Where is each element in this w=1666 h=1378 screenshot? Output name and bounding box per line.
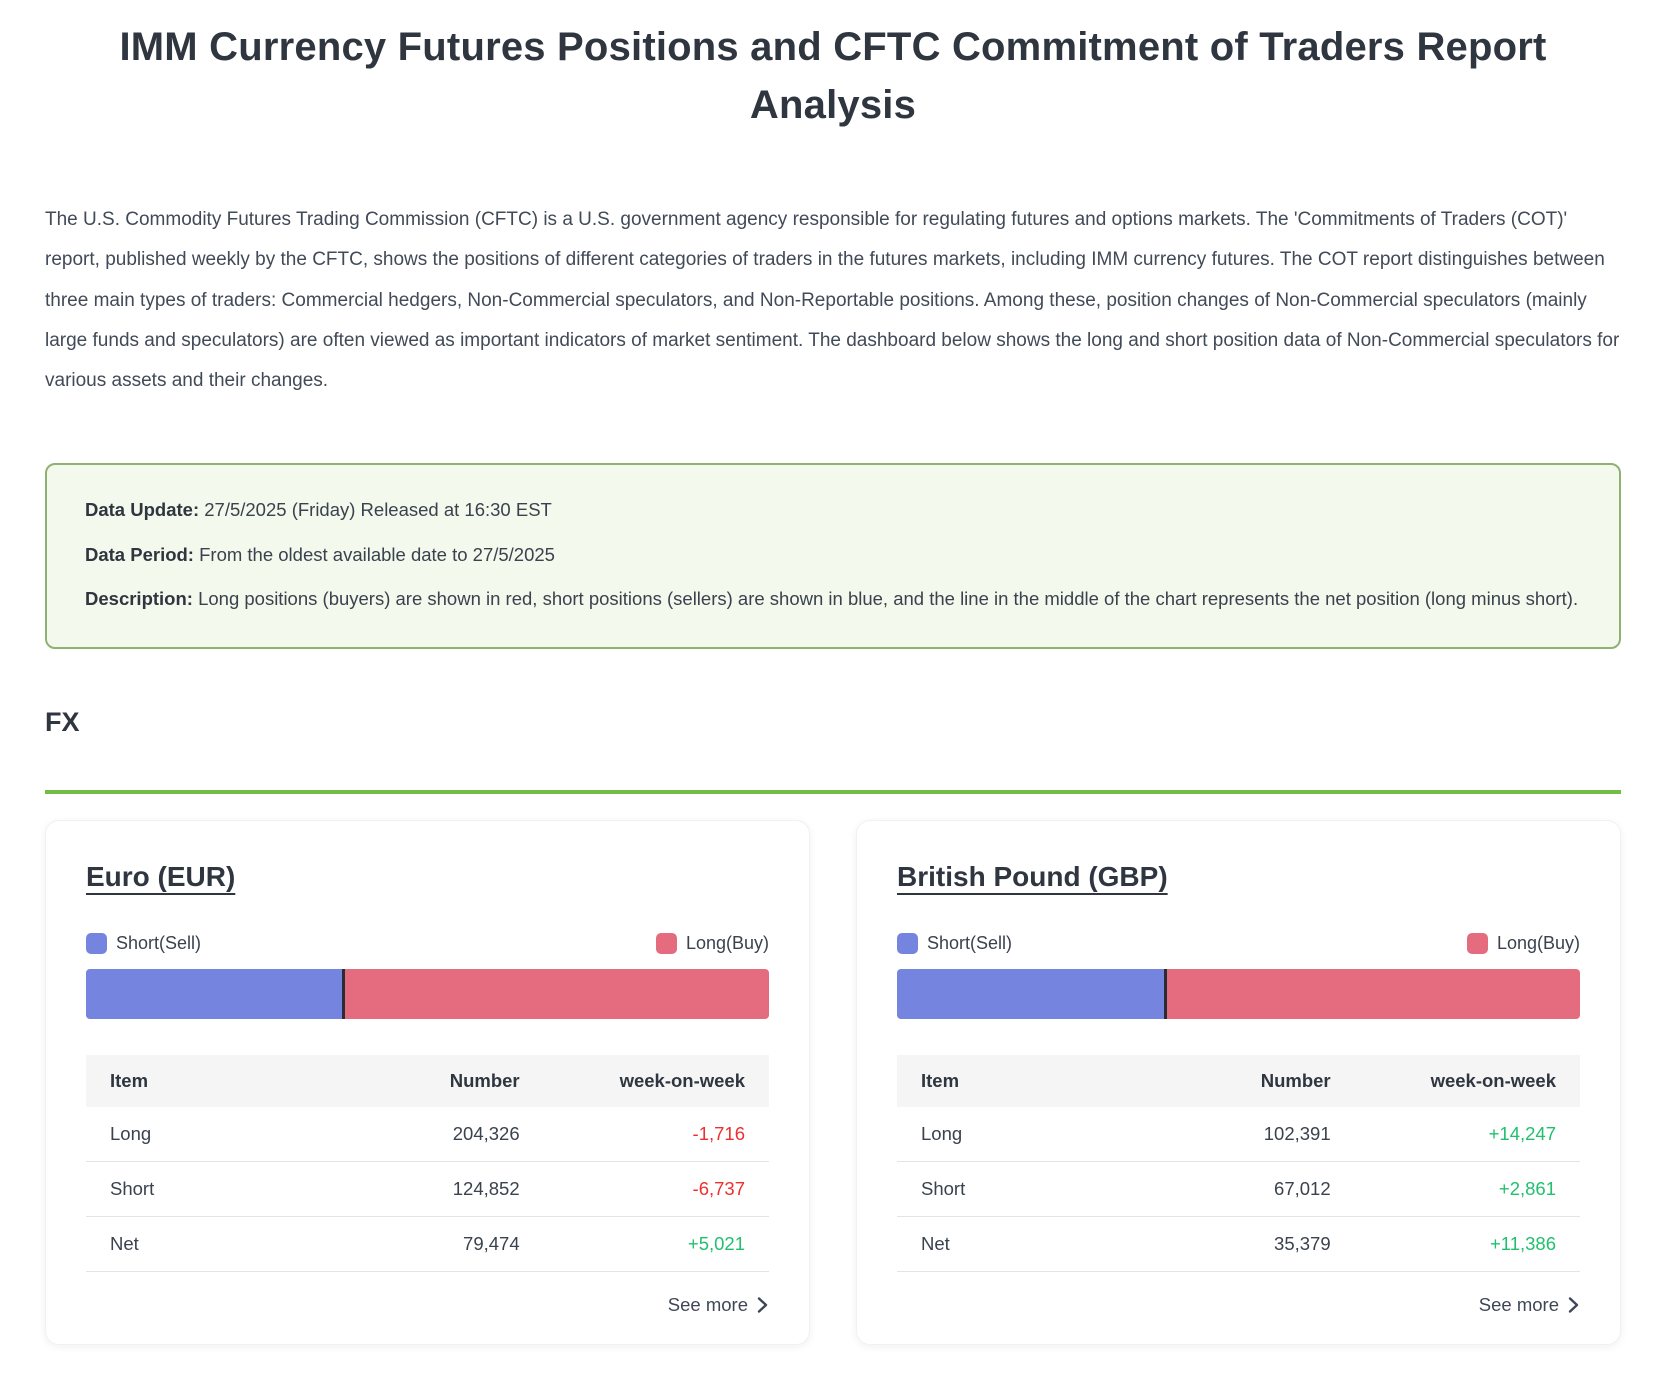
legend-short: Short(Sell)	[897, 932, 1013, 954]
long-swatch-icon	[655, 932, 677, 954]
header-item: Item	[897, 1054, 1130, 1107]
data-update-row: Data Update: 27/5/2025 (Friday) Released…	[85, 495, 1581, 526]
long-bar-segment	[345, 968, 769, 1019]
data-update-value: 27/5/2025 (Friday) Released at 16:30 EST	[204, 499, 552, 521]
data-period-row: Data Period: From the oldest available d…	[85, 540, 1581, 571]
card-title-eur[interactable]: Euro (EUR)	[86, 860, 236, 892]
wow-value: +5,021	[543, 1216, 769, 1272]
data-update-label: Data Update:	[85, 499, 200, 521]
legend-short-label: Short(Sell)	[927, 932, 1013, 953]
long-short-ratio-bar	[897, 968, 1580, 1019]
legend-long: Long(Buy)	[655, 932, 769, 954]
card-gbp: British Pound (GBP) Short(Sell) Long(Buy…	[856, 819, 1621, 1345]
wow-value: -6,737	[543, 1161, 769, 1217]
wow-value: +2,861	[1354, 1161, 1580, 1217]
description-label: Description:	[85, 588, 193, 610]
table-row: Short 124,852 -6,737	[86, 1161, 769, 1217]
description-value: Long positions (buyers) are shown in red…	[198, 588, 1579, 610]
short-swatch-icon	[86, 932, 107, 954]
row-number: 124,852	[318, 1161, 544, 1217]
legend-long-label: Long(Buy)	[1496, 932, 1580, 953]
card-footer: See more	[897, 1294, 1580, 1316]
see-more-label: See more	[667, 1293, 748, 1315]
wow-value: +14,247	[1354, 1106, 1580, 1162]
legend: Short(Sell) Long(Buy)	[86, 932, 769, 954]
row-number: 204,326	[318, 1106, 544, 1162]
table-header-row: Item Number week-on-week	[897, 1054, 1580, 1107]
table-row: Short 67,012 +2,861	[897, 1161, 1580, 1217]
see-more-link[interactable]: See more	[1479, 1294, 1580, 1316]
header-item: Item	[86, 1054, 319, 1107]
long-bar-segment	[1167, 968, 1580, 1019]
row-number: 67,012	[1129, 1161, 1355, 1217]
chevron-right-icon	[756, 1296, 769, 1314]
row-item: Net	[897, 1216, 1130, 1272]
short-bar-segment	[86, 968, 346, 1019]
data-period-label: Data Period:	[85, 543, 194, 565]
intro-paragraph: The U.S. Commodity Futures Trading Commi…	[45, 209, 1620, 392]
card-title-gbp[interactable]: British Pound (GBP)	[897, 860, 1168, 892]
see-more-label: See more	[1478, 1293, 1559, 1315]
positions-table: Item Number week-on-week Long 102,391 +1…	[897, 1054, 1580, 1272]
data-period-value: From the oldest available date to 27/5/2…	[199, 543, 555, 565]
legend: Short(Sell) Long(Buy)	[897, 932, 1580, 954]
wow-value: +11,386	[1354, 1216, 1580, 1272]
row-item: Short	[897, 1161, 1130, 1217]
table-row: Net 79,474 +5,021	[86, 1216, 769, 1272]
description-row: Description: Long positions (buyers) are…	[85, 584, 1581, 615]
card-footer: See more	[86, 1294, 769, 1316]
long-swatch-icon	[1466, 932, 1488, 954]
table-row: Net 35,379 +11,386	[897, 1216, 1580, 1272]
data-update-info-box: Data Update: 27/5/2025 (Friday) Released…	[45, 463, 1621, 649]
legend-short: Short(Sell)	[86, 932, 202, 954]
fx-section-header: FX	[45, 707, 1621, 794]
card-eur: Euro (EUR) Short(Sell) Long(Buy) Item Nu…	[45, 819, 810, 1345]
chevron-right-icon	[1567, 1296, 1580, 1314]
legend-long: Long(Buy)	[1466, 932, 1580, 954]
fx-section-title: FX	[45, 706, 80, 737]
short-bar-segment	[897, 968, 1168, 1019]
long-short-ratio-bar	[86, 968, 769, 1019]
see-more-link[interactable]: See more	[668, 1294, 769, 1316]
table-row: Long 102,391 +14,247	[897, 1106, 1580, 1162]
header-number: Number	[318, 1054, 544, 1107]
row-item: Short	[86, 1161, 319, 1217]
card-grid: Euro (EUR) Short(Sell) Long(Buy) Item Nu…	[45, 819, 1621, 1345]
header-wow: week-on-week	[543, 1054, 769, 1107]
row-number: 35,379	[1129, 1216, 1355, 1272]
table-header-row: Item Number week-on-week	[86, 1054, 769, 1107]
legend-long-label: Long(Buy)	[685, 932, 769, 953]
table-row: Long 204,326 -1,716	[86, 1106, 769, 1162]
row-item: Long	[897, 1106, 1130, 1162]
header-wow: week-on-week	[1354, 1054, 1580, 1107]
header-number: Number	[1129, 1054, 1355, 1107]
short-swatch-icon	[897, 932, 918, 954]
legend-short-label: Short(Sell)	[116, 932, 202, 953]
page-title: IMM Currency Futures Positions and CFTC …	[119, 25, 1547, 127]
row-number: 102,391	[1129, 1106, 1355, 1162]
wow-value: -1,716	[543, 1106, 769, 1162]
row-item: Long	[86, 1106, 319, 1162]
positions-table: Item Number week-on-week Long 204,326 -1…	[86, 1054, 769, 1272]
row-number: 79,474	[318, 1216, 544, 1272]
row-item: Net	[86, 1216, 319, 1272]
